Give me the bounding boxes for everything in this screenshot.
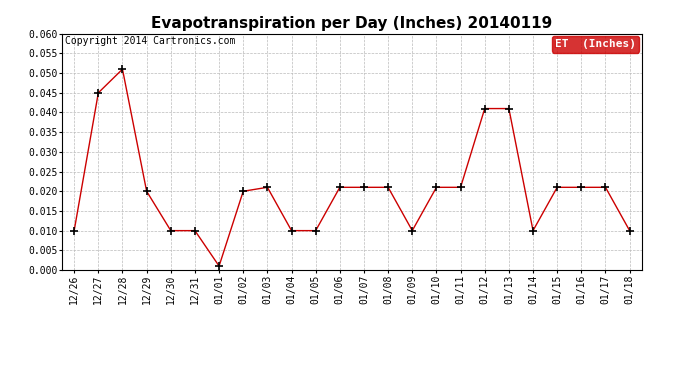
Text: Copyright 2014 Cartronics.com: Copyright 2014 Cartronics.com — [65, 36, 235, 46]
Title: Evapotranspiration per Day (Inches) 20140119: Evapotranspiration per Day (Inches) 2014… — [151, 16, 553, 31]
Legend: ET  (Inches): ET (Inches) — [552, 36, 640, 52]
